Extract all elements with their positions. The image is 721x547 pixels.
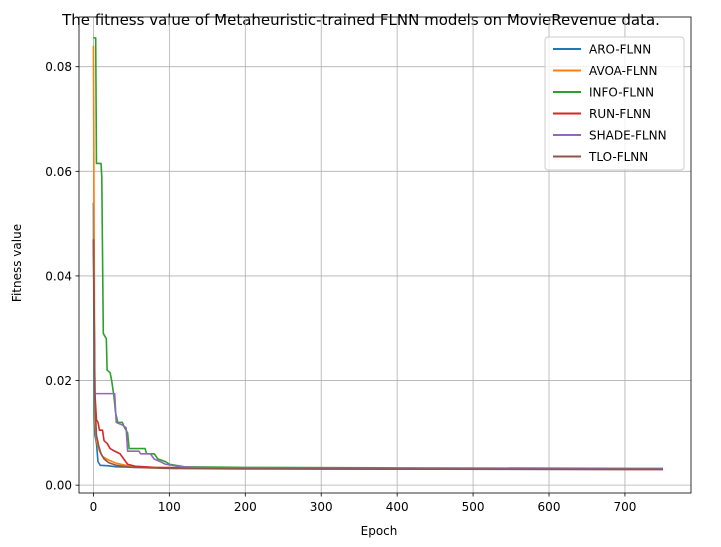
x-tick-label: 600 — [538, 500, 561, 514]
legend-label: TLO-FLNN — [588, 150, 648, 164]
chart-title: The fitness value of Metaheuristic-train… — [61, 11, 660, 29]
x-tick-label: 0 — [90, 500, 98, 514]
legend-label: ARO-FLNN — [589, 43, 651, 57]
series-line-shade-flnn — [93, 392, 663, 470]
x-tick-label: 700 — [613, 500, 636, 514]
x-axis-label: Epoch — [361, 524, 398, 538]
legend-label: INFO-FLNN — [589, 86, 654, 100]
legend-label: AVOA-FLNN — [589, 64, 658, 78]
y-axis-ticks: 0.00 0.02 0.04 0.06 0.08 — [45, 60, 79, 493]
x-tick-label: 400 — [386, 500, 409, 514]
y-tick-label: 0.08 — [45, 60, 72, 74]
y-tick-label: 0.00 — [45, 479, 72, 493]
legend-label: RUN-FLNN — [589, 107, 651, 121]
series-line-tlo-flnn — [92, 239, 663, 471]
x-tick-label: 300 — [310, 500, 333, 514]
y-tick-label: 0.06 — [45, 165, 72, 179]
y-axis-label: Fitness value — [10, 224, 24, 302]
y-tick-label: 0.02 — [45, 374, 72, 388]
x-tick-label: 500 — [462, 500, 485, 514]
series-line-run-flnn — [92, 239, 663, 471]
y-tick-label: 0.04 — [45, 269, 72, 283]
x-tick-label: 200 — [234, 500, 257, 514]
series-lines — [92, 37, 663, 471]
legend: ARO-FLNN AVOA-FLNN INFO-FLNN RUN-FLNN SHADE-… — [544, 36, 685, 171]
plot-frame — [78, 16, 692, 494]
series-line-aro-flnn — [92, 202, 663, 470]
x-tick-label: 100 — [158, 500, 181, 514]
legend-label: SHADE-FLNN — [589, 129, 667, 143]
series-line-info-flnn — [93, 37, 663, 470]
x-axis-ticks: 0 100 200 300 400 500 600 700 — [90, 493, 636, 514]
